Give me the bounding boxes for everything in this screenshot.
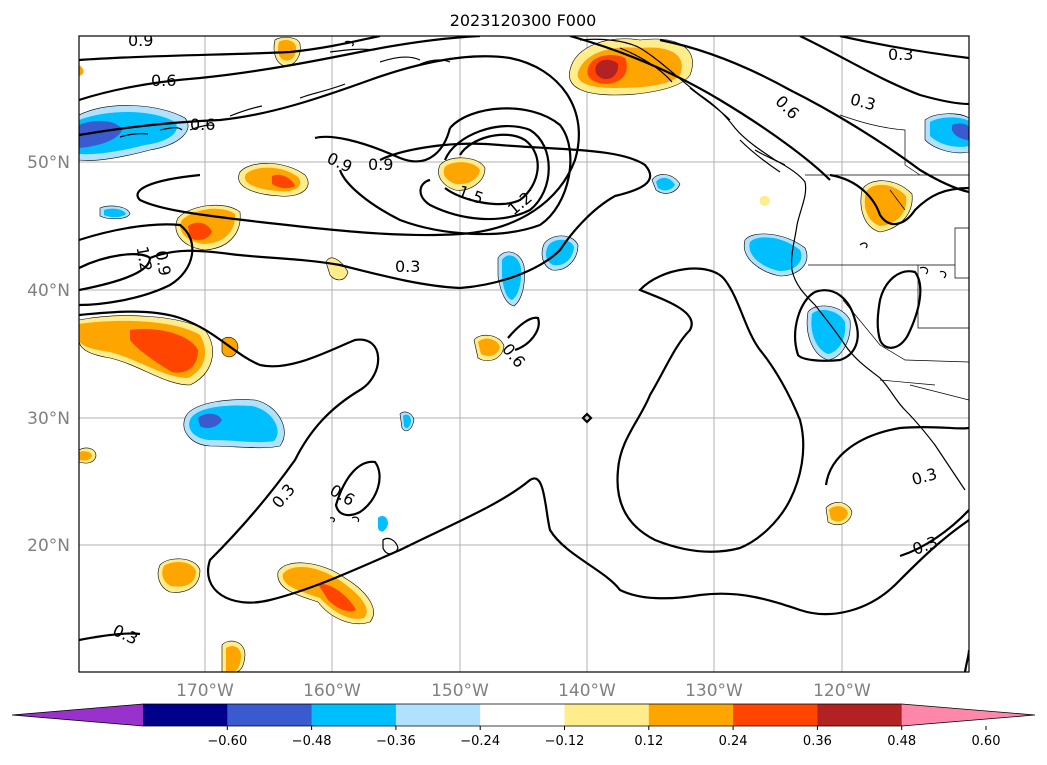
colorbar-tick-label: 0.48 (887, 734, 916, 749)
lat-label: 40°N (27, 281, 70, 301)
contour-label: 0.9 (368, 155, 393, 174)
longitude-labels: 170°W 160°W 150°W 140°W 130°W 120°W (176, 681, 871, 701)
political-borders (805, 114, 969, 401)
negative-anomaly-patches (79, 105, 969, 532)
colorbar-tick-label: 0.36 (803, 734, 832, 749)
colorbar-tick-label: −0.24 (460, 734, 500, 749)
colorbar-segment (143, 704, 228, 726)
colorbar-segment (395, 704, 481, 726)
colorbar (11, 703, 1036, 727)
lon-label: 170°W (176, 681, 234, 701)
colorbar-tick-label: 0.24 (719, 734, 748, 749)
colorbar-tick-label: −0.60 (207, 734, 247, 749)
map-frame (78, 35, 970, 673)
lon-label: 150°W (431, 681, 489, 701)
colorbar-tick-label: −0.48 (292, 734, 332, 749)
positive-anomaly-patches (79, 37, 913, 672)
lon-label: 160°W (303, 681, 361, 701)
contour-label: 0.9 (128, 31, 153, 50)
lat-label: 50°N (27, 153, 70, 173)
coastlines (119, 38, 966, 555)
colorbar-segment (648, 704, 734, 726)
contour-label: 0.6 (151, 71, 176, 90)
contour-label: 1.2 (133, 245, 156, 273)
colorbar-segment (564, 704, 650, 726)
colorbar-tick-label: 0.60 (972, 734, 1001, 749)
colorbar-segment (227, 704, 313, 726)
colorbar-tick-label: 0.12 (634, 734, 663, 749)
colorbar-tick-label: −0.36 (376, 734, 416, 749)
map-title: 2023120300 F000 (450, 11, 597, 30)
lat-label: 20°N (27, 536, 70, 556)
lon-label: 140°W (558, 681, 616, 701)
colorbar-extension-high (901, 704, 1035, 726)
contour-label: 0.6 (190, 115, 215, 134)
contour-label: 0.9 (151, 249, 174, 277)
contour-label: 0.3 (395, 257, 420, 276)
map-content: 0.9 0.6 0.6 0.9 0.9 1.5 1.2 0.9 1.2 0.3 … (79, 31, 969, 672)
lat-label: 30°N (27, 409, 70, 429)
colorbar-segment (817, 704, 903, 726)
latitude-labels: 20°N 30°N 40°N 50°N (27, 153, 70, 556)
lon-label: 120°W (813, 681, 871, 701)
colorbar-segment (311, 704, 397, 726)
colorbar-segment (733, 704, 818, 726)
colorbar-extension-low (12, 704, 143, 726)
colorbar-tick-label: −0.12 (545, 734, 585, 749)
contour-lines (79, 36, 969, 672)
colorbar-segment (480, 704, 565, 726)
lon-label: 130°W (685, 681, 743, 701)
colorbar-ticks: −0.60 −0.48 −0.36 −0.24 −0.12 0.12 0.24 0.36 0.4… (207, 726, 1000, 749)
contour-label: 0.3 (888, 45, 913, 64)
